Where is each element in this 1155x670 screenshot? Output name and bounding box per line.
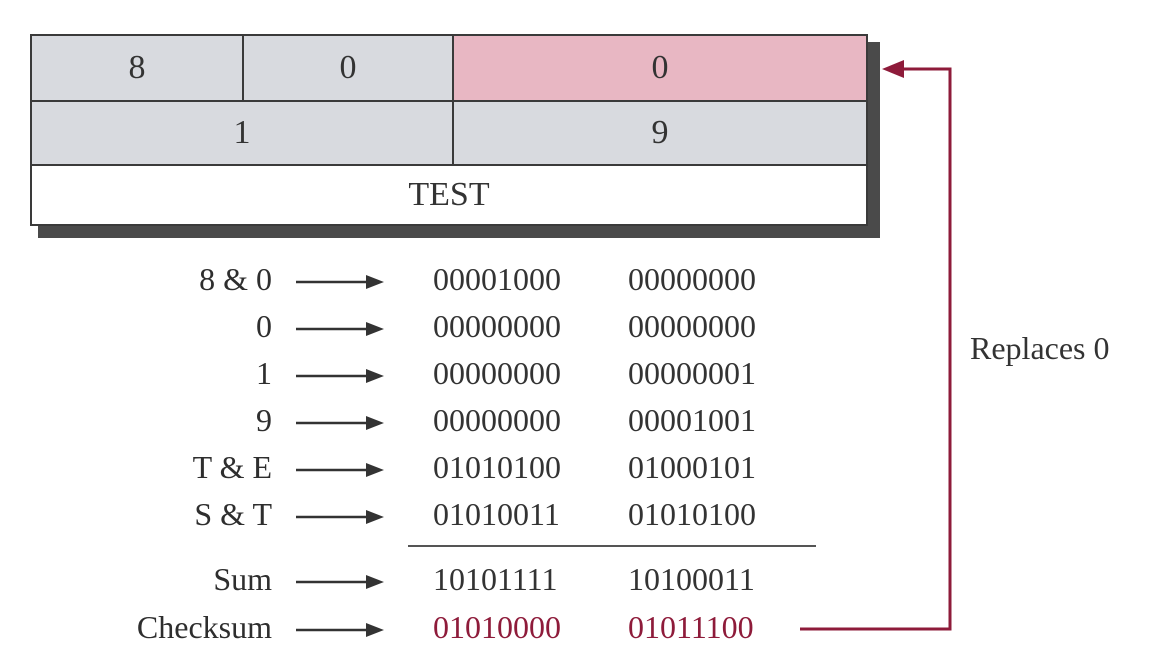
sum-label: Sum	[213, 561, 272, 597]
cell-data-length: 9	[452, 100, 866, 164]
cell-source-port-low: 0	[242, 36, 452, 100]
checksum-word-low: 01011100	[628, 609, 754, 645]
word-high: 00001000	[433, 261, 561, 297]
word-low: 01000101	[628, 449, 756, 485]
checksum-word-high: 01010000	[433, 609, 561, 645]
arrow-icon	[296, 369, 384, 383]
arrow-icon	[296, 575, 384, 589]
word-high: 00000000	[433, 355, 561, 391]
row-label: T & E	[192, 449, 272, 485]
word-high: 00000000	[433, 402, 561, 438]
sum-divider	[408, 545, 816, 547]
arrow-icon	[296, 463, 384, 477]
word-low: 00000001	[628, 355, 756, 391]
sum-word-low: 10100011	[628, 561, 755, 597]
sum-word-high: 10101111	[433, 561, 558, 597]
cell-checksum-field: 0	[452, 36, 866, 100]
cell-data-test: TEST	[32, 164, 866, 224]
word-high: 00000000	[433, 308, 561, 344]
cell-source-port-high: 8	[32, 36, 242, 100]
arrow-icon	[296, 322, 384, 336]
row-label: 1	[256, 355, 272, 391]
word-low: 01010100	[628, 496, 756, 532]
arrow-icon	[296, 623, 384, 637]
checksum-label: Checksum	[136, 609, 272, 645]
word-low: 00001001	[628, 402, 756, 438]
arrow-icon	[296, 275, 384, 289]
arrow-icon	[296, 510, 384, 524]
word-low: 00000000	[628, 308, 756, 344]
cell-length: 1	[32, 100, 452, 164]
word-high: 01010100	[433, 449, 561, 485]
row-label: 0	[256, 308, 272, 344]
row-label: 8 & 0	[199, 261, 272, 297]
header-block: 8 0 0 1 9 TEST	[30, 34, 868, 226]
row-label: S & T	[194, 496, 272, 532]
replaces-annotation: Replaces 0	[970, 330, 1110, 366]
word-low: 00000000	[628, 261, 756, 297]
row-label: 9	[256, 402, 272, 438]
arrow-icon	[296, 416, 384, 430]
word-high: 01010011	[433, 496, 560, 532]
